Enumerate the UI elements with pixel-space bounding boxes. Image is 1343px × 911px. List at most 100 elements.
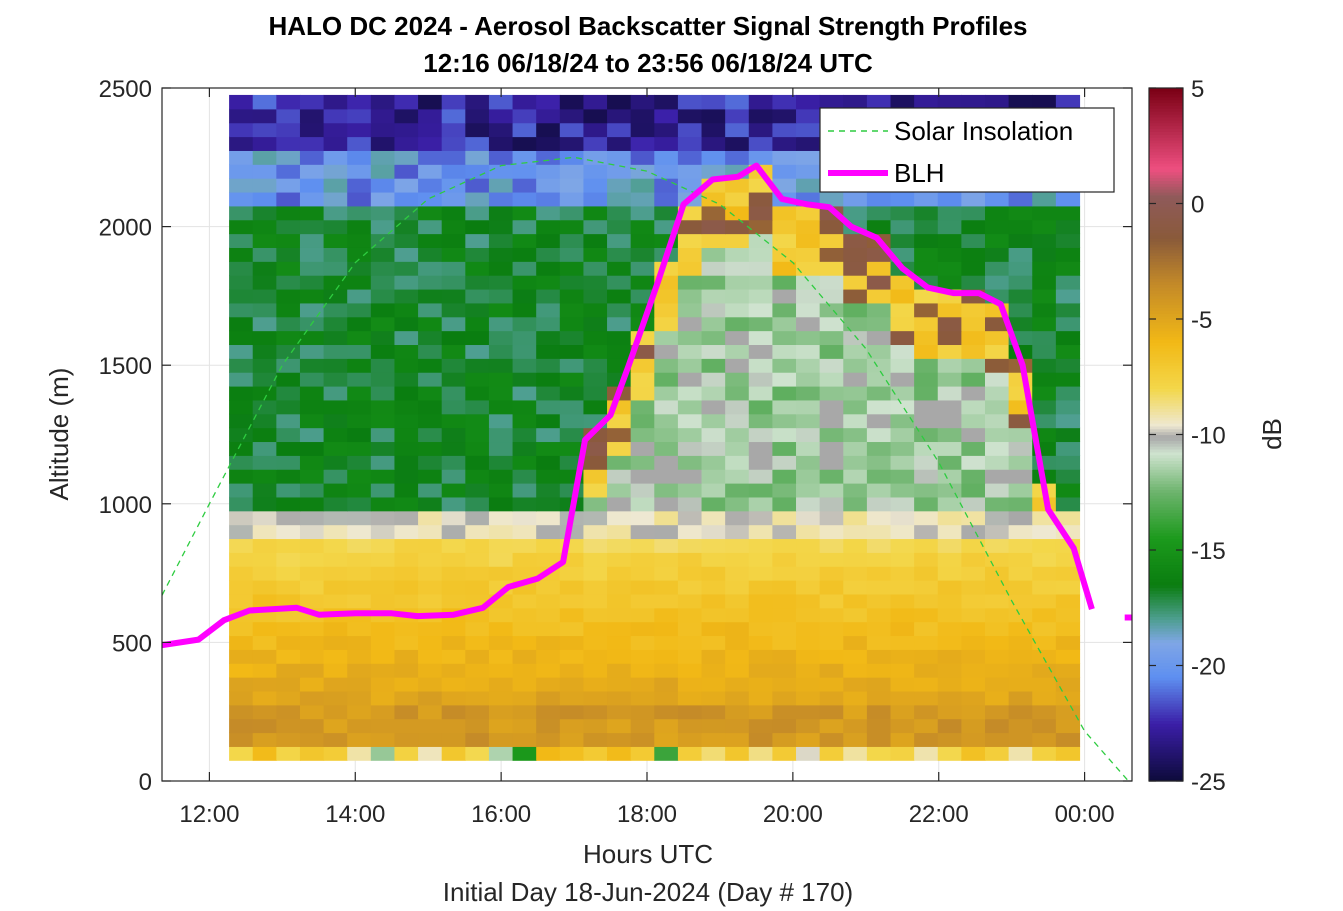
heatmap-cell — [748, 718, 774, 734]
heatmap-cell — [654, 566, 679, 581]
heatmap-cell — [252, 496, 277, 512]
heatmap-cell — [677, 538, 703, 553]
heatmap-cell — [536, 524, 561, 540]
heatmap-cell — [1032, 247, 1057, 262]
heatmap-cell — [512, 205, 537, 221]
heatmap-cell — [914, 233, 939, 248]
heatmap-cell — [796, 122, 821, 138]
heatmap-cell — [725, 483, 750, 498]
heatmap-cell — [488, 178, 514, 193]
heatmap-cell — [394, 247, 419, 262]
heatmap-cell — [677, 593, 703, 609]
heatmap-cell — [607, 593, 632, 609]
heatmap-cell — [890, 205, 915, 221]
heatmap-cell — [725, 385, 750, 401]
heatmap-cell — [843, 469, 868, 484]
heatmap-cell — [914, 330, 939, 346]
heatmap-cell — [394, 288, 419, 304]
heatmap-cell — [229, 538, 254, 553]
heatmap-cell — [370, 524, 396, 540]
heatmap-cell — [677, 219, 703, 235]
heatmap-cell — [1032, 580, 1057, 595]
heatmap-cell — [583, 136, 608, 151]
heatmap-cell — [772, 247, 797, 262]
heatmap-cell — [630, 732, 655, 747]
heatmap-cell — [536, 316, 561, 332]
heatmap-cell — [536, 302, 561, 318]
heatmap-cell — [701, 663, 726, 678]
heatmap-cell — [748, 552, 774, 567]
heatmap-cell — [796, 552, 821, 567]
heatmap-cell — [394, 275, 419, 290]
heatmap-cell — [914, 469, 939, 484]
heatmap-cell — [229, 150, 254, 165]
heatmap-cell — [914, 344, 939, 359]
heatmap-cell — [347, 538, 372, 553]
heatmap-cell — [465, 455, 490, 470]
heatmap-cell — [914, 593, 939, 609]
heatmap-cell — [536, 455, 561, 470]
heatmap-cell — [772, 677, 797, 692]
heatmap-cell — [914, 191, 939, 207]
heatmap-cell — [488, 704, 514, 720]
heatmap-cell — [1032, 718, 1057, 734]
heatmap-cell — [772, 261, 797, 276]
heatmap-cell — [1032, 732, 1057, 747]
heatmap-cell — [725, 663, 750, 678]
heatmap-cell — [583, 261, 608, 276]
heatmap-cell — [441, 621, 466, 637]
heatmap-cell — [630, 261, 655, 276]
heatmap-cell — [748, 704, 774, 720]
heatmap-cell — [796, 275, 821, 290]
heatmap-cell — [512, 191, 537, 207]
heatmap-cell — [1008, 413, 1033, 429]
heatmap-cell — [843, 344, 868, 359]
heatmap-cell — [677, 316, 703, 332]
heatmap-cell — [394, 344, 419, 359]
heatmap-cell — [229, 247, 254, 262]
heatmap-cell — [607, 704, 632, 720]
heatmap-cell — [890, 496, 915, 512]
heatmap-cell — [276, 178, 301, 193]
heatmap-cell — [559, 677, 585, 692]
heatmap-cell — [866, 635, 892, 650]
heatmap-cell — [819, 483, 844, 498]
heatmap-cell — [796, 746, 821, 761]
colorbar: 50-5-10-15-20-25 dB — [1148, 76, 1287, 796]
heatmap-cell — [725, 288, 750, 304]
heatmap-cell — [654, 538, 679, 553]
heatmap-cell — [512, 108, 537, 124]
heatmap-cell — [937, 94, 962, 110]
heatmap-cell — [299, 469, 325, 484]
heatmap-cell — [914, 455, 939, 470]
heatmap-cell — [536, 746, 561, 761]
heatmap-cell — [607, 219, 632, 235]
heatmap-cell — [654, 413, 679, 429]
heatmap-cell — [725, 413, 750, 429]
heatmap-cell — [890, 524, 915, 540]
heatmap-cell — [961, 413, 986, 429]
heatmap-cell — [512, 483, 537, 498]
heatmap-cell — [725, 122, 750, 138]
heatmap-cell — [748, 566, 774, 581]
heatmap-cell — [323, 690, 348, 706]
heatmap-cell — [796, 621, 821, 637]
heatmap-cell — [677, 233, 703, 248]
heatmap-cell — [985, 344, 1010, 359]
heatmap-cell — [323, 483, 348, 498]
heatmap-cell — [866, 607, 892, 623]
heatmap-cell — [370, 663, 396, 678]
heatmap-cell — [1008, 302, 1033, 318]
heatmap-cell — [607, 510, 632, 526]
heatmap-cell — [607, 607, 632, 623]
heatmap-cell — [276, 718, 301, 734]
heatmap-cell — [583, 150, 608, 165]
heatmap-cell — [607, 164, 632, 179]
heatmap-cell — [961, 524, 986, 540]
heatmap-cell — [866, 552, 892, 567]
heatmap-cell — [1008, 233, 1033, 248]
heatmap-cell — [559, 261, 585, 276]
heatmap-cell — [536, 385, 561, 401]
heatmap-cell — [418, 677, 443, 692]
heatmap-cell — [252, 593, 277, 609]
